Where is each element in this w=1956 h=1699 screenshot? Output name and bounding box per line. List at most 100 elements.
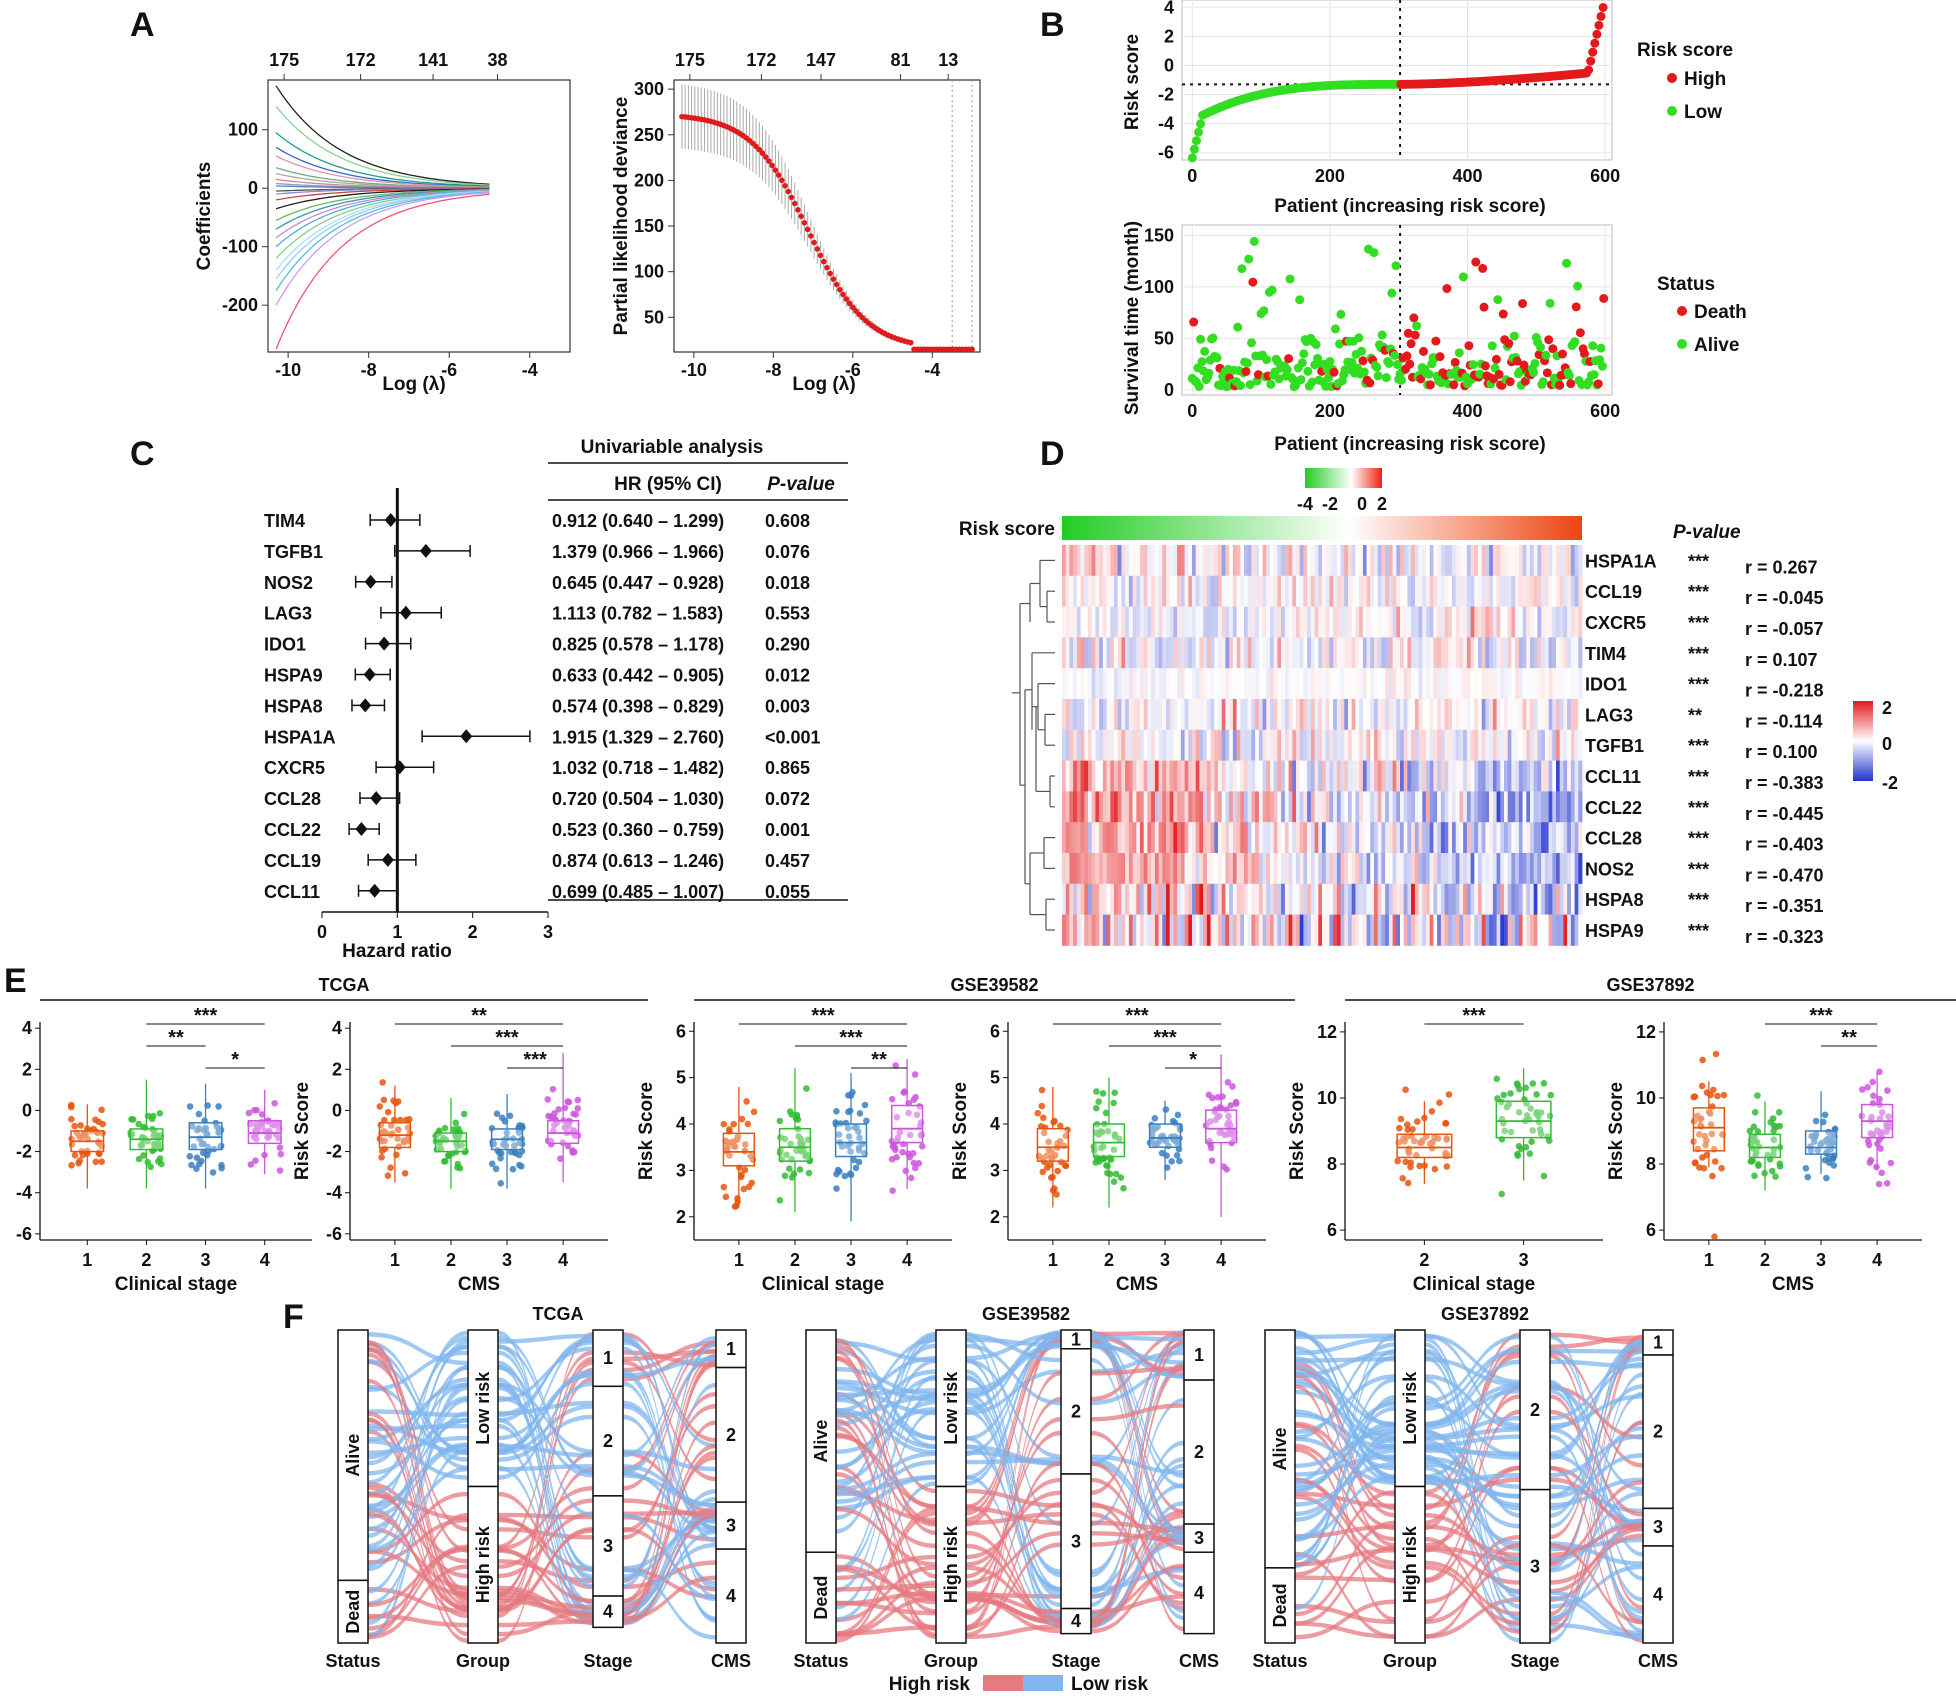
heatmap-cell bbox=[1162, 760, 1167, 792]
alluvial-stratum-label: Dead bbox=[811, 1576, 831, 1620]
heatmap-cell bbox=[1184, 729, 1189, 761]
boxplot-box bbox=[834, 1123, 868, 1158]
heatmap-cell bbox=[1422, 729, 1427, 761]
boxplot-ytick-label: 4 bbox=[22, 1018, 32, 1038]
forest-xlabel: Hazard ratio bbox=[342, 941, 452, 962]
heatmap-cell bbox=[1559, 791, 1564, 823]
heatmap-cell bbox=[1422, 699, 1427, 731]
heatmap-cell bbox=[1455, 699, 1460, 731]
heatmap-cell bbox=[1574, 883, 1579, 915]
heatmap-cell bbox=[1258, 606, 1263, 638]
heatmap-cell bbox=[1374, 606, 1379, 638]
heatmap-cell bbox=[1244, 914, 1249, 946]
heatmap-cell bbox=[1492, 883, 1497, 915]
heatmap-cell bbox=[1552, 699, 1557, 731]
heatmap-cell bbox=[1552, 729, 1557, 761]
boxplot-point bbox=[734, 1198, 741, 1205]
heatmap-cell bbox=[1448, 637, 1453, 669]
legend-high-marker bbox=[1667, 73, 1677, 83]
alluvial-flow bbox=[1295, 1401, 1395, 1494]
heatmap-cell bbox=[1537, 791, 1542, 823]
heatmap-cell bbox=[1544, 606, 1549, 638]
heatmap-cell bbox=[1062, 760, 1067, 792]
heatmap-cell bbox=[1099, 606, 1104, 638]
boxplot-xlabel: CMS bbox=[1116, 1274, 1158, 1295]
boxplot-point bbox=[544, 1096, 552, 1103]
heatmap-cell bbox=[1140, 883, 1145, 915]
heatmap-panel: Risk score P-value -4 -2 0 2 20-2 HSPA1A ***… bbox=[959, 468, 1898, 947]
heatmap-cell bbox=[1474, 637, 1479, 669]
heatmap-cell bbox=[1322, 545, 1327, 577]
heatmap-cell bbox=[1110, 822, 1115, 854]
heatmap-cell bbox=[1470, 606, 1475, 638]
alluvial-flow bbox=[368, 1526, 468, 1591]
heatmap-cell bbox=[1229, 822, 1234, 854]
boxplot-point bbox=[453, 1134, 460, 1142]
survival-point bbox=[1571, 302, 1581, 312]
heatmap-cell bbox=[1348, 729, 1353, 761]
boxplot-point bbox=[1772, 1173, 1779, 1180]
heatmap-cell bbox=[1318, 668, 1323, 700]
coef-frame bbox=[267, 79, 571, 353]
heatmap-cell bbox=[1277, 791, 1282, 823]
alluvial-flow bbox=[623, 1567, 716, 1640]
heatmap-cell bbox=[1095, 883, 1100, 915]
boxplot-ytick-label: 10 bbox=[1317, 1088, 1337, 1108]
heatmap-cell bbox=[1203, 914, 1208, 946]
heatmap-cell bbox=[1385, 822, 1390, 854]
boxplot-point bbox=[1866, 1159, 1874, 1166]
heatmap-cell bbox=[1507, 853, 1512, 885]
heatmap-cell bbox=[1429, 791, 1434, 823]
heatmap-cell bbox=[1158, 760, 1163, 792]
heatmap-cell bbox=[1318, 791, 1323, 823]
survival-point bbox=[1282, 365, 1292, 375]
heatmap-cell bbox=[1548, 822, 1553, 854]
alluvial-flow bbox=[368, 1544, 468, 1621]
boxplot-point bbox=[1227, 1102, 1235, 1109]
heatmap-cell bbox=[1411, 545, 1416, 577]
boxplot-ytick-label: -4 bbox=[326, 1183, 342, 1203]
boxplot-point bbox=[493, 1110, 501, 1117]
heatmap-cell bbox=[1199, 883, 1204, 915]
boxplot-xtick-label: 2 bbox=[1104, 1250, 1114, 1270]
heatmap-cell bbox=[1574, 668, 1579, 700]
boxplot-xtick-label: 1 bbox=[390, 1250, 400, 1270]
boxplot-box bbox=[1692, 1107, 1726, 1152]
boxplot-point bbox=[1493, 1075, 1501, 1083]
heatmap-cell bbox=[1221, 883, 1226, 915]
heatmap-cell bbox=[1158, 637, 1163, 669]
heatmap-cell bbox=[1466, 914, 1471, 946]
boxplot-point bbox=[901, 1088, 908, 1095]
heatmap-cell bbox=[1492, 791, 1497, 823]
heatmap-cell bbox=[1481, 668, 1486, 700]
alluvial-flow bbox=[1550, 1361, 1643, 1431]
survival-point bbox=[1233, 322, 1243, 332]
boxplot-point bbox=[492, 1165, 500, 1173]
heatmap-cell bbox=[1169, 883, 1174, 915]
alluvial-stratum bbox=[715, 1501, 747, 1550]
heatmap-cell bbox=[1400, 760, 1405, 792]
heatmap-cell bbox=[1374, 914, 1379, 946]
significance-stars: * bbox=[231, 1049, 239, 1071]
heatmap-cell bbox=[1511, 914, 1516, 946]
risk-ytick-label: -6 bbox=[1158, 143, 1174, 163]
alluvial-flow bbox=[1550, 1394, 1643, 1625]
heatmap-cell bbox=[1288, 637, 1293, 669]
heatmap-cell bbox=[1414, 822, 1419, 854]
heatmap-cell bbox=[1448, 791, 1453, 823]
heatmap-cell bbox=[1162, 699, 1167, 731]
heatmap-cell bbox=[1177, 853, 1182, 885]
significance-stars: *** bbox=[523, 1049, 547, 1071]
heatmap-cell bbox=[1485, 760, 1490, 792]
heatmap-cell bbox=[1518, 545, 1523, 577]
heatmap-cell bbox=[1418, 575, 1423, 607]
boxplot-point bbox=[1501, 1127, 1508, 1135]
survival-point bbox=[1544, 335, 1554, 345]
boxplot-point bbox=[1044, 1164, 1051, 1171]
boxplot-point bbox=[1051, 1185, 1058, 1192]
heatmap-cell bbox=[1533, 883, 1538, 915]
alluvial-stratum bbox=[1519, 1329, 1551, 1491]
heatmap-cell bbox=[1344, 853, 1349, 885]
coef-path bbox=[275, 146, 490, 188]
